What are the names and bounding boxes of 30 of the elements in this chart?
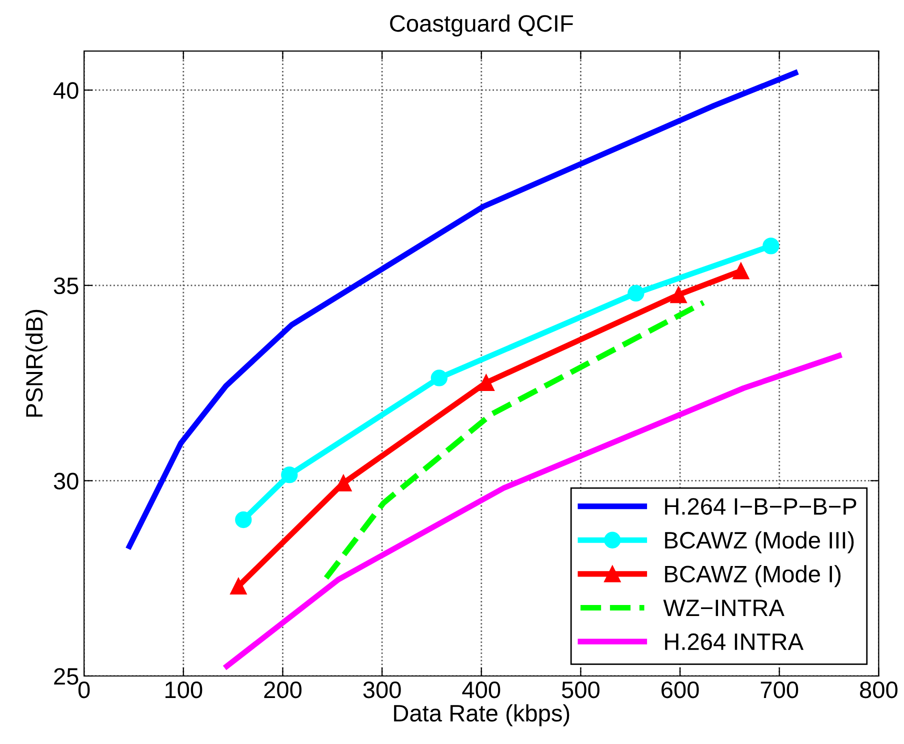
x-tick-label: 500 [562, 681, 600, 698]
y-tick-label: 25 [54, 668, 78, 685]
point [670, 286, 687, 304]
point [281, 466, 298, 484]
point [230, 578, 247, 594]
legend-label: H.264 I−B−P−B−P [665, 498, 856, 515]
x-tick-label: 800 [860, 681, 898, 698]
chart-title: Coastguard QCIF [390, 14, 573, 36]
y-axis-title: PSNR(dB) [25, 310, 48, 417]
x-tick-label: 400 [462, 681, 500, 698]
legend-label: BCAWZ (Mode I) [665, 565, 841, 588]
legend-label: WZ−INTRA [663, 600, 784, 616]
point [235, 511, 252, 528]
legend-label: BCAWZ (Mode III) [665, 531, 854, 554]
point [478, 374, 494, 391]
x-tick-label: 700 [760, 681, 798, 698]
point [732, 262, 750, 280]
x-tick-label: 200 [264, 681, 302, 698]
x-tick-label: 100 [166, 681, 202, 698]
x-tick-label: 0 [78, 681, 90, 698]
point [430, 370, 448, 386]
x-axis-title: Data Rate (kbps) [394, 704, 570, 726]
x-tick-label: 600 [662, 681, 699, 698]
point [762, 238, 780, 254]
y-tick-label: 35 [54, 277, 78, 294]
y-tick-label: 40 [53, 82, 78, 99]
legend-label: H.264 INTRA [665, 633, 804, 650]
point [628, 284, 644, 302]
x-tick-label: 300 [363, 681, 401, 698]
y-tick-label: 30 [54, 472, 78, 490]
